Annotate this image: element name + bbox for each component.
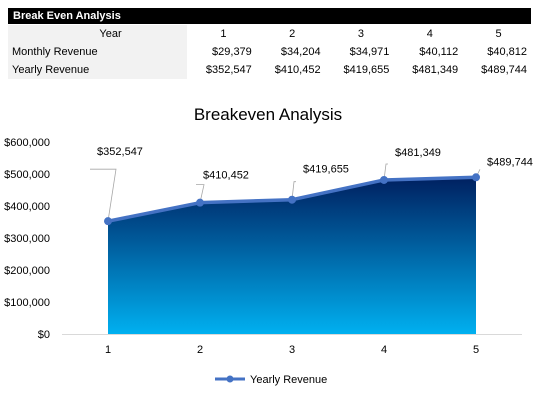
y-tick-label: $0 xyxy=(38,329,50,341)
sheet-banner: Break Even Analysis xyxy=(8,8,531,24)
year-cell[interactable]: 4 xyxy=(426,28,433,40)
y-tick-label: $300,000 xyxy=(4,233,50,245)
data-label: $481,349 xyxy=(395,147,441,159)
x-tick-label: 1 xyxy=(105,344,111,356)
value-cell[interactable]: $29,379 xyxy=(212,46,252,58)
value-cell[interactable]: $34,204 xyxy=(280,46,321,58)
value-cell[interactable]: $352,547 xyxy=(205,64,252,76)
series-area-yearly-revenue xyxy=(108,177,476,334)
y-axis: $0 $100,000 $200,000 $300,000 $400,000 $500,0… xyxy=(4,137,50,341)
year-cell[interactable]: 2 xyxy=(289,28,296,40)
value-cell[interactable]: $34,971 xyxy=(349,46,390,58)
legend-swatch-marker xyxy=(226,375,234,383)
data-point-marker xyxy=(196,198,204,207)
y-tick-label: $200,000 xyxy=(4,265,50,277)
data-label: $352,547 xyxy=(97,146,143,158)
plot-area: $352,547 $410,452 $419,655 $481,349 $489,744 xyxy=(90,146,533,334)
data-label-leader xyxy=(291,181,296,200)
table-row-yearly-revenue: Yearly Revenue $352,547 $410,452 $419,65… xyxy=(8,61,531,79)
row-label-cell[interactable]: Yearly Revenue xyxy=(8,61,187,79)
data-point-marker xyxy=(104,217,112,226)
row-label-cell[interactable]: Monthly Revenue xyxy=(8,43,187,61)
breakeven-chart[interactable]: Breakeven Analysis $0 $100,000 $200,000 $30… xyxy=(0,92,539,402)
value-cell[interactable]: $419,655 xyxy=(343,64,390,76)
table-header-row: Year 1 2 3 4 5 xyxy=(8,25,531,43)
year-cell[interactable]: 5 xyxy=(495,28,502,40)
header-label-cell[interactable]: Year xyxy=(8,25,187,43)
x-tick-label: 3 xyxy=(289,344,295,356)
y-tick-label: $600,000 xyxy=(4,137,50,149)
x-tick-label: 2 xyxy=(197,344,203,356)
value-cell[interactable]: $40,112 xyxy=(419,46,459,58)
data-label-leader xyxy=(196,184,205,203)
table-row-monthly-revenue: Monthly Revenue $29,379 $34,204 $34,971 … xyxy=(8,43,531,61)
data-label: $419,655 xyxy=(303,164,349,176)
revenue-table: Year 1 2 3 4 5 Monthly Revenue $29,379 $… xyxy=(8,25,531,79)
y-tick-label: $100,000 xyxy=(4,297,50,309)
x-axis: 1 2 3 4 5 xyxy=(62,334,522,356)
data-label: $489,744 xyxy=(487,156,533,168)
value-cell[interactable]: $410,452 xyxy=(274,64,321,76)
data-label: $410,452 xyxy=(203,170,249,182)
y-tick-label: $500,000 xyxy=(4,169,50,181)
legend[interactable]: Yearly Revenue xyxy=(215,374,327,386)
chart-title: Breakeven Analysis xyxy=(194,105,342,124)
value-cell[interactable]: $481,349 xyxy=(412,64,459,76)
data-point-marker xyxy=(472,173,480,182)
year-cell[interactable]: 3 xyxy=(357,28,365,40)
year-cell[interactable]: 1 xyxy=(220,28,227,40)
legend-label: Yearly Revenue xyxy=(250,374,327,386)
x-tick-label: 4 xyxy=(381,344,387,356)
data-label-leader xyxy=(383,163,388,181)
x-tick-label: 5 xyxy=(473,344,479,356)
y-tick-label: $400,000 xyxy=(4,201,50,213)
value-cell[interactable]: $489,744 xyxy=(481,64,527,76)
data-point-marker xyxy=(288,195,296,204)
data-label-leader xyxy=(90,168,117,222)
data-point-marker xyxy=(380,175,388,184)
value-cell[interactable]: $40,812 xyxy=(487,46,527,58)
